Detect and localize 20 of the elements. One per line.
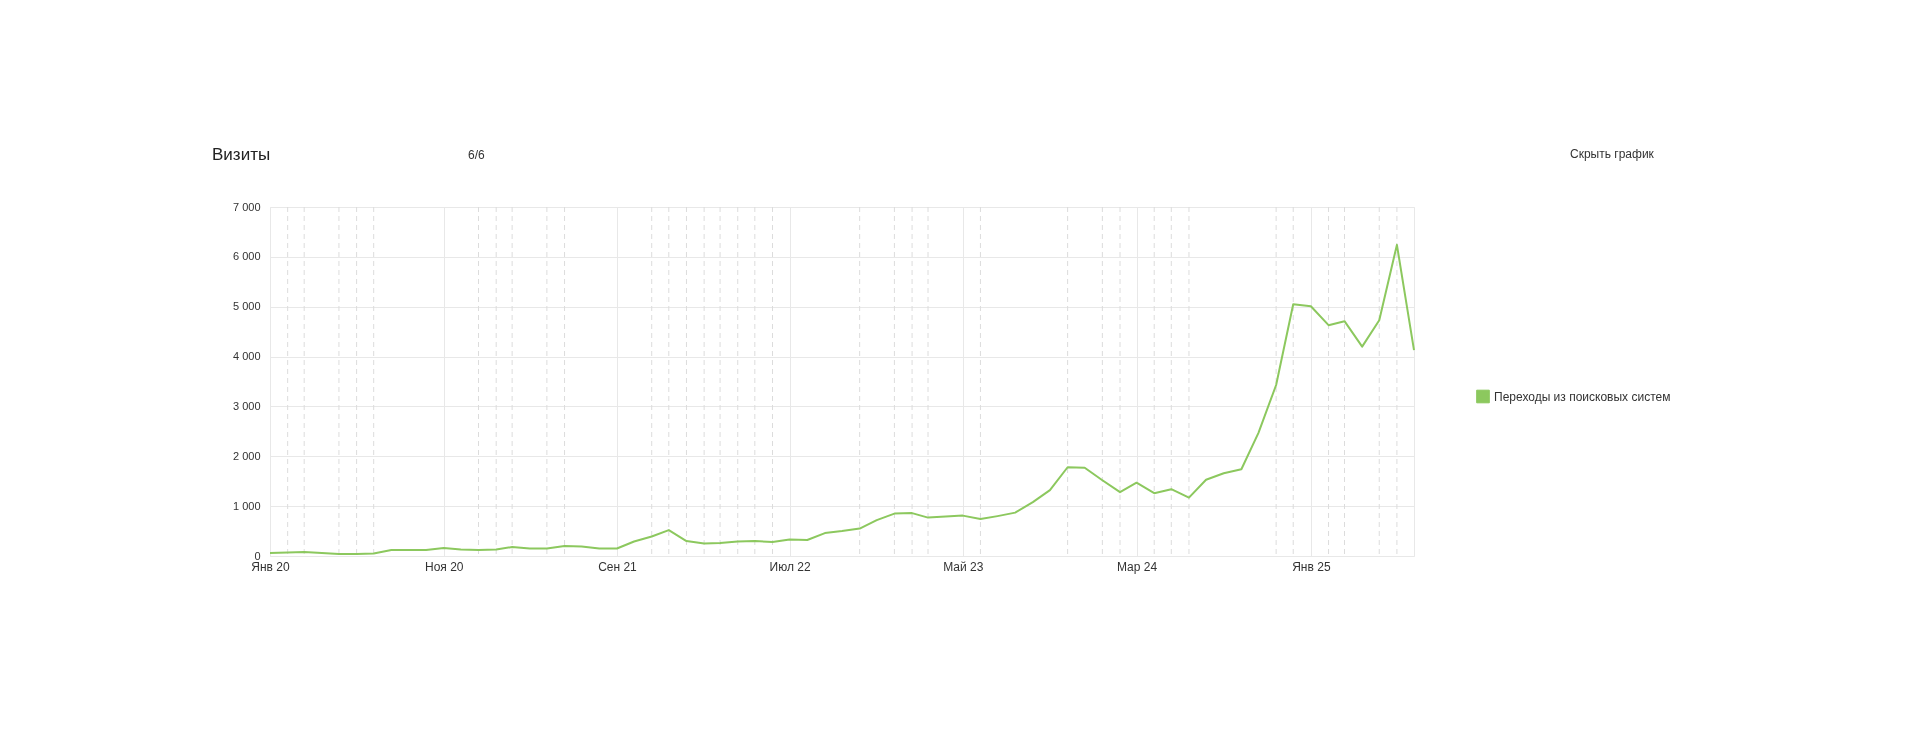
y-tick-label: 4 000 xyxy=(232,350,261,363)
chart-title: Визиты xyxy=(212,145,271,164)
y-tick-label: 0 xyxy=(254,549,261,562)
legend-label: Переходы из поисковых систем xyxy=(1494,389,1671,404)
x-tick-label: Янв 20 xyxy=(251,559,290,574)
x-tick-label: Июл 22 xyxy=(769,559,811,574)
line-series xyxy=(269,243,1415,556)
text: Скрыть график xyxy=(1570,147,1655,161)
y-tick-label: 2 000 xyxy=(232,449,261,462)
x-tick-label: Сен 21 xyxy=(598,559,638,574)
y-tick-label: 3 000 xyxy=(232,399,261,412)
y-tick-label: 7 000 xyxy=(232,200,261,213)
x-tick-label: Ноя 20 xyxy=(425,559,464,574)
x-tick-label: Янв 25 xyxy=(1292,559,1331,574)
y-tick-label: 5 000 xyxy=(232,300,261,313)
y-tick-label: 1 000 xyxy=(232,499,261,512)
y-tick-label: 6 000 xyxy=(232,250,261,263)
x-tick-label: Мар 24 xyxy=(1116,559,1158,574)
x-tick-label: Май 23 xyxy=(943,559,984,574)
text: 6/6 xyxy=(468,148,486,162)
